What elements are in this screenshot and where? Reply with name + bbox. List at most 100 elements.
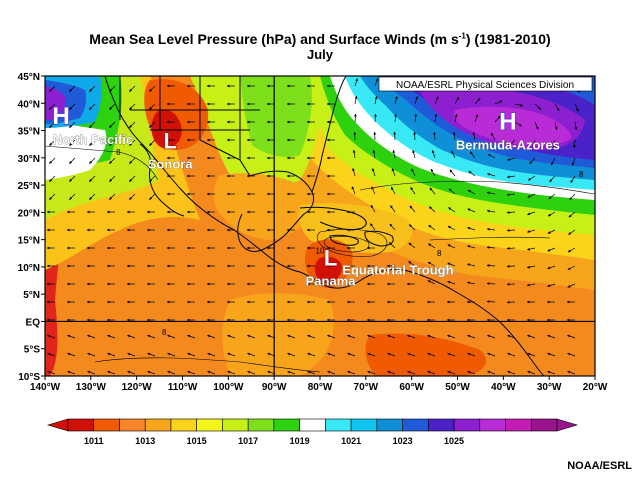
colorbar-swatch bbox=[325, 418, 352, 432]
wind-arrow bbox=[307, 334, 316, 339]
wind-arrow bbox=[352, 168, 356, 177]
wind-arrow bbox=[49, 85, 56, 92]
lon-tick-label: 90°W bbox=[262, 382, 287, 393]
wind-arrow bbox=[69, 139, 76, 146]
wind-arrow bbox=[507, 370, 516, 375]
wind-arrow bbox=[390, 205, 396, 213]
wind-arrow bbox=[129, 85, 136, 92]
lon-tick-label: 40°W bbox=[491, 382, 516, 393]
pressure-system-label: Sonora bbox=[148, 156, 194, 171]
wind-arrow bbox=[149, 85, 156, 92]
wind-arrow bbox=[390, 186, 396, 195]
wind-arrow bbox=[89, 157, 96, 164]
wind-arrow bbox=[149, 157, 156, 164]
wind-arrow bbox=[129, 193, 136, 200]
wind-arrow bbox=[69, 175, 76, 182]
wind-arrow bbox=[534, 103, 542, 110]
wind-arrow bbox=[448, 188, 456, 195]
lat-tick-label: 40°N bbox=[18, 99, 40, 110]
wind-arrow bbox=[468, 170, 476, 177]
wind-arrow bbox=[109, 139, 116, 146]
wind-arrow bbox=[394, 95, 398, 105]
wind-arrow bbox=[568, 229, 576, 235]
wind-arrow bbox=[49, 157, 56, 164]
wind-arrow bbox=[567, 334, 576, 339]
wind-arrow bbox=[506, 193, 516, 197]
wind-arrow bbox=[486, 264, 496, 267]
wind-arrow bbox=[554, 121, 558, 131]
wind-arrow bbox=[567, 370, 576, 375]
wind-arrow bbox=[49, 103, 56, 110]
wind-arrow bbox=[89, 175, 96, 182]
wind-arrow bbox=[347, 352, 356, 357]
wind-arrow bbox=[149, 139, 156, 146]
wind-arrow bbox=[472, 131, 476, 141]
wind-arrow bbox=[129, 121, 136, 128]
colorbar-label: 1015 bbox=[187, 436, 207, 446]
wind-arrow bbox=[187, 370, 196, 375]
wind-arrow bbox=[371, 168, 376, 177]
wind-arrow bbox=[434, 113, 438, 123]
wind-arrow bbox=[327, 352, 336, 357]
contour-label: 8 bbox=[437, 249, 442, 258]
wind-arrow bbox=[527, 229, 536, 233]
wind-arrow bbox=[69, 193, 76, 200]
colorbar-swatch bbox=[402, 418, 429, 432]
wind-arrow bbox=[89, 193, 96, 200]
wind-arrow bbox=[574, 121, 578, 131]
wind-arrow bbox=[547, 229, 556, 234]
wind-arrow bbox=[486, 209, 496, 213]
source-label-box bbox=[378, 76, 593, 92]
chart-title: Mean Sea Level Pressure (hPa) and Surfac… bbox=[89, 31, 551, 47]
wind-arrow bbox=[67, 352, 76, 357]
lat-tick-label: 30°N bbox=[18, 154, 40, 165]
wind-arrow bbox=[514, 103, 524, 107]
wind-arrow bbox=[547, 283, 556, 287]
lat-tick-label: EQ bbox=[26, 317, 41, 328]
wind-arrow bbox=[447, 370, 456, 375]
wind-arrow bbox=[507, 352, 516, 357]
wind-arrow bbox=[109, 175, 116, 182]
colorbar-swatch bbox=[196, 418, 223, 432]
lon-tick-label: 130°W bbox=[76, 382, 107, 393]
wind-arrow bbox=[547, 370, 556, 375]
wind-arrow bbox=[429, 187, 436, 195]
wind-arrow bbox=[547, 211, 556, 217]
wind-arrow bbox=[569, 193, 576, 201]
colorbar-swatch bbox=[376, 418, 403, 432]
lat-tick-label: 35°N bbox=[18, 127, 40, 138]
wind-arrow bbox=[327, 334, 336, 339]
wind-arrow bbox=[327, 370, 336, 375]
wind-arrow bbox=[434, 96, 439, 105]
wind-arrow bbox=[367, 334, 376, 339]
wind-arrow bbox=[187, 334, 196, 339]
wind-arrow bbox=[487, 173, 496, 177]
colorbar-label: 1021 bbox=[341, 436, 361, 446]
wind-arrow bbox=[414, 96, 418, 105]
wind-arrow bbox=[408, 261, 416, 267]
lon-tick-label: 80°W bbox=[308, 382, 333, 393]
wind-arrow bbox=[247, 334, 256, 339]
wind-arrow bbox=[247, 370, 256, 375]
wind-arrow bbox=[227, 352, 236, 357]
wind-arrow bbox=[466, 263, 476, 267]
coastlines bbox=[104, 76, 545, 376]
wind-arrow bbox=[567, 265, 576, 270]
wind-arrow bbox=[107, 370, 116, 375]
wind-arrow bbox=[514, 121, 523, 127]
colorbar-swatch bbox=[247, 418, 275, 432]
wind-arrow bbox=[87, 334, 96, 339]
wind-arrow bbox=[370, 204, 376, 213]
wind-arrow bbox=[391, 168, 396, 177]
pressure-system-label: Bermuda-Azores bbox=[456, 137, 560, 152]
wind-arrow bbox=[371, 186, 376, 195]
wind-arrow bbox=[487, 153, 496, 159]
wind-arrow bbox=[354, 113, 357, 123]
wind-arrow bbox=[427, 352, 436, 357]
wind-arrow bbox=[69, 157, 76, 164]
wind-arrow bbox=[394, 113, 397, 123]
wind-arrow bbox=[467, 245, 476, 249]
wind-arrow bbox=[89, 121, 96, 128]
wind-arrow bbox=[486, 245, 496, 249]
